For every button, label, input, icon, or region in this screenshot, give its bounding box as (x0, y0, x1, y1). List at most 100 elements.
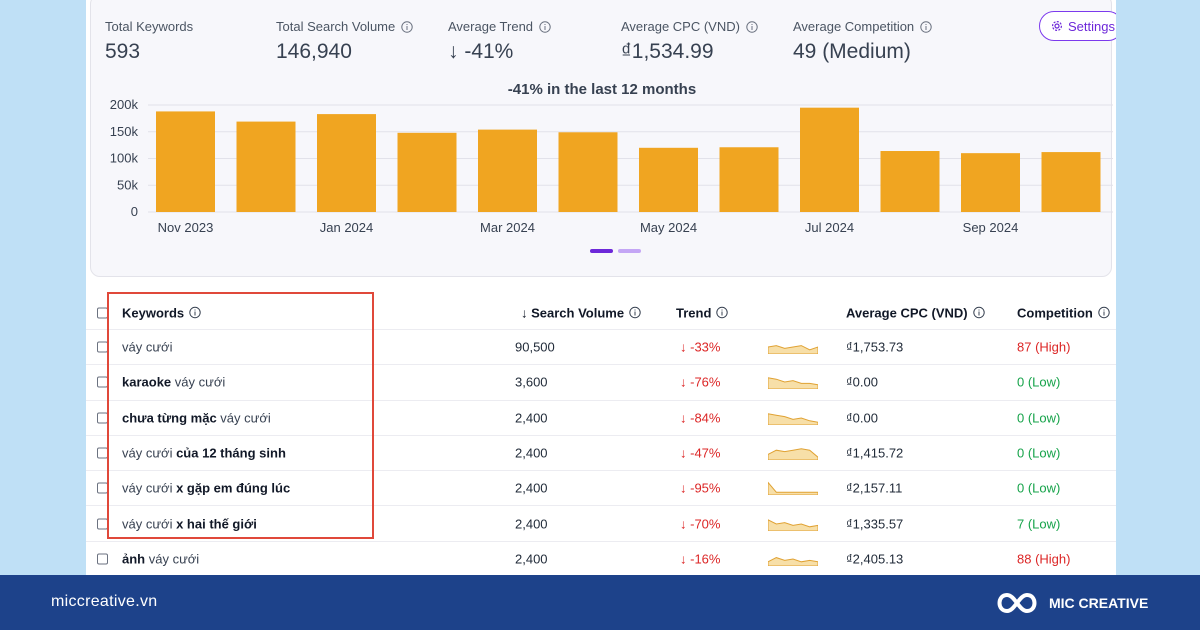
trend-sparkline (768, 481, 818, 496)
stat-label: Average CPC (VND) (621, 19, 740, 34)
trend-cell: ↓ -84% (680, 410, 721, 426)
info-icon[interactable] (539, 20, 551, 33)
cpc-cell: ₫1,753.73 (846, 339, 904, 355)
info-icon[interactable] (189, 306, 201, 319)
info-icon[interactable] (716, 306, 729, 319)
keyword-text: váy cưới (216, 410, 271, 426)
keyword-cell[interactable]: chưa từng mặc váy cưới (122, 410, 271, 425)
competition-cell: 0 (Low) (1017, 374, 1061, 390)
y-tick-label: 150k (110, 124, 139, 139)
column-header-keywords[interactable]: Keywords (122, 305, 201, 320)
table-row[interactable]: ảnh váy cưới 2,400 ↓ -16% ₫2,405.13 88 (High… (86, 542, 1116, 575)
footer-url[interactable]: miccreative.vn (51, 593, 158, 610)
column-header-cpc[interactable]: Average CPC (VND) (846, 305, 985, 320)
trend-cell: ↓ -70% (680, 516, 721, 532)
column-header-search-volume[interactable]: ↓ Search Volume (521, 305, 641, 320)
y-tick-label: 200k (110, 97, 139, 112)
bar-may-2024[interactable] (639, 147, 698, 212)
x-tick-label: May 2024 (640, 220, 697, 235)
keyword-cell[interactable]: váy cưới x hai thế giới (122, 516, 257, 531)
trend-sparkline (768, 340, 818, 355)
stat-value: ₫1,534.99 (621, 40, 714, 63)
settings-button[interactable]: Settings (1039, 11, 1116, 41)
keyword-modifier: karaoke (122, 374, 172, 390)
cpc-cell: ₫1,415.72 (846, 445, 904, 461)
bar-oct-2024[interactable] (1041, 152, 1101, 212)
table-row[interactable]: váy cưới của 12 tháng sinh 2,400 ↓ -47% ₫1,… (86, 436, 1116, 472)
column-header-competition[interactable]: Competition (1017, 305, 1110, 320)
keyword-cell[interactable]: váy cưới (122, 340, 172, 355)
column-header-trend[interactable]: Trend (676, 305, 729, 320)
stat-label: Average Trend (448, 19, 534, 34)
keyword-cell[interactable]: váy cưới x gặp em đúng lúc (122, 481, 290, 496)
table-row[interactable]: váy cưới x gặp em đúng lúc 2,400 ↓ -95% ₫2,… (86, 471, 1116, 507)
bar-jun-2024[interactable] (719, 147, 779, 212)
trend-cell: ↓ -33% (680, 339, 721, 355)
y-tick-label: 100k (110, 151, 139, 166)
bar-aug-2024[interactable] (880, 151, 940, 212)
bar-nov-2023[interactable] (156, 111, 215, 212)
trend-sparkline (768, 375, 818, 390)
bar-apr-2024[interactable] (558, 132, 618, 212)
table-row[interactable]: váy cưới x hai thế giới 2,400 ↓ -70% ₫1,335… (86, 506, 1116, 542)
bar-dec-2023[interactable] (236, 121, 296, 212)
stat-value: 146,940 (276, 40, 352, 63)
pagination-dot-active[interactable] (590, 249, 613, 253)
info-icon[interactable] (629, 306, 641, 319)
trend-sparkline (768, 517, 818, 531)
keyword-modifier: ảnh (122, 551, 146, 567)
cpc-cell: ₫2,157.11 (846, 480, 903, 496)
keyword-text: váy cưới (122, 516, 177, 532)
table-row[interactable]: váy cưới 90,500 ↓ -33% ₫1,753.73 87 (High) (86, 330, 1116, 366)
footer-bar: miccreative.vn MIC CREATIVE (0, 575, 1200, 630)
trend-sparkline (768, 552, 818, 566)
cpc-cell: ₫1,335.57 (846, 516, 904, 532)
row-checkbox[interactable] (97, 553, 108, 565)
settings-label: Settings (1068, 18, 1115, 34)
search-volume-cell: 90,500 (515, 339, 555, 355)
info-icon[interactable] (920, 20, 932, 33)
stat-value: 49 (Medium) (793, 40, 911, 63)
competition-cell: 0 (Low) (1017, 410, 1061, 426)
stat-label: Average Competition (793, 19, 915, 34)
x-tick-label: Jul 2024 (805, 220, 854, 235)
keyword-cell[interactable]: karaoke váy cưới (122, 375, 225, 390)
info-icon[interactable] (746, 20, 758, 33)
trend-cell: ↓ -76% (680, 374, 721, 390)
table-row[interactable]: chưa từng mặc váy cưới 2,400 ↓ -84% ₫0.00 0 … (86, 401, 1116, 436)
bar-mar-2024[interactable] (478, 129, 537, 212)
infinity-logo-icon (993, 589, 1041, 617)
table-body: váy cưới 90,500 ↓ -33% ₫1,753.73 87 (High) ka… (86, 330, 1116, 575)
y-tick-label: 0 (131, 204, 138, 219)
x-tick-label: Nov 2023 (158, 220, 214, 235)
keyword-tool-panel: Total Keywords 593 Total Search Volume 1… (86, 0, 1116, 575)
stat-value: ↓ -41% (448, 40, 514, 63)
keyword-modifier: của 12 tháng sinh (176, 445, 286, 461)
search-volume-cell: 2,400 (515, 410, 548, 426)
search-volume-cell: 3,600 (515, 374, 548, 390)
info-icon[interactable] (972, 306, 985, 319)
bar-jul-2024[interactable] (800, 107, 859, 212)
bar-feb-2024[interactable] (397, 132, 457, 212)
bar-sep-2024[interactable] (961, 153, 1020, 212)
keyword-modifier: chưa từng mặc (122, 410, 217, 426)
keyword-text: váy cưới (122, 339, 173, 355)
search-volume-cell: 2,400 (515, 551, 548, 567)
keyword-text: váy cưới (171, 374, 226, 390)
x-tick-label: Sep 2024 (963, 220, 1019, 235)
keyword-text: váy cưới (145, 551, 200, 567)
trend-cell: ↓ -16% (680, 551, 721, 567)
stat-average-competition: Average Competition 49 (Medium) (793, 19, 932, 64)
stat-total-keywords: Total Keywords 593 (105, 19, 193, 64)
stat-average-trend: Average Trend ↓ -41% (448, 19, 551, 64)
cpc-cell: ₫0.00 (846, 374, 878, 390)
trend-sparkline (768, 411, 818, 425)
info-icon[interactable] (1098, 306, 1110, 319)
competition-cell: 87 (High) (1017, 339, 1071, 355)
table-row[interactable]: karaoke váy cưới 3,600 ↓ -76% ₫0.00 0 (Low) (86, 365, 1116, 401)
pagination-dot[interactable] (618, 249, 641, 253)
keyword-cell[interactable]: ảnh váy cưới (122, 551, 199, 566)
info-icon[interactable] (401, 20, 413, 33)
bar-jan-2024[interactable] (317, 114, 376, 212)
keyword-cell[interactable]: váy cưới của 12 tháng sinh (122, 446, 286, 461)
